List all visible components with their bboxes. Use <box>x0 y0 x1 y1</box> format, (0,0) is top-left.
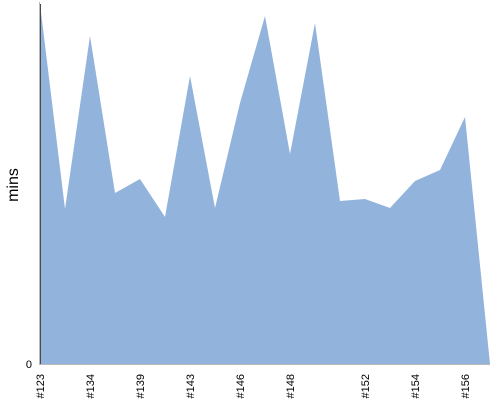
x-tick-label: #139 <box>135 374 147 398</box>
x-tick-label: #152 <box>360 374 372 398</box>
x-tick-label: #156 <box>460 374 472 398</box>
y-axis-label: mins <box>5 168 22 202</box>
x-tick-label: #134 <box>85 374 97 398</box>
y-tick-label: 0 <box>26 359 32 371</box>
y-axis-tick-labels: 0 <box>26 359 32 371</box>
x-tick-label: #148 <box>285 374 297 398</box>
axes <box>39 2 490 365</box>
x-axis-tick-labels: #123 #134 #139 #143 #146 #148 #152 #154 #156 <box>35 374 472 398</box>
x-tick-label: #154 <box>410 374 422 398</box>
x-tick-label: #146 <box>235 374 247 398</box>
x-tick-label: #123 <box>35 374 47 398</box>
x-tick-label: #143 <box>185 374 197 398</box>
plot-area <box>40 4 490 364</box>
area-series <box>40 4 490 364</box>
